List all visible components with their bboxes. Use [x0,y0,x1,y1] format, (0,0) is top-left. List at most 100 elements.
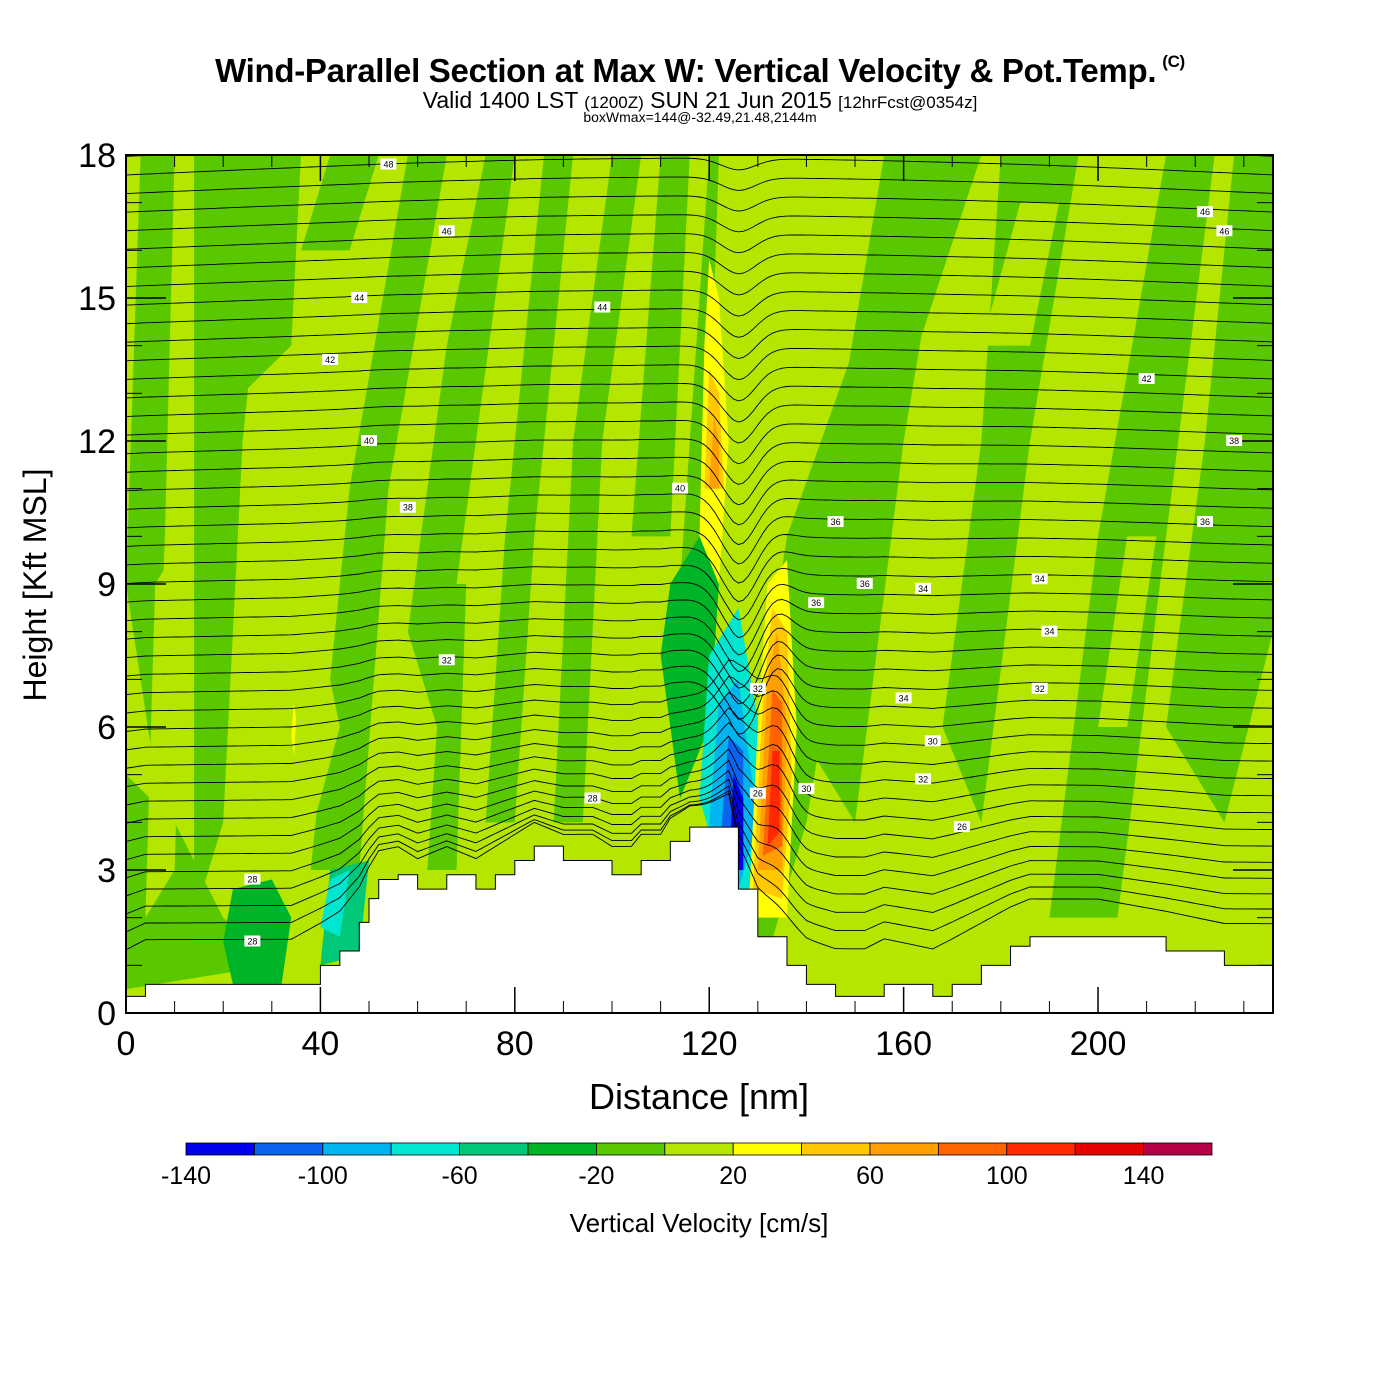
theta-label-box [361,435,378,446]
isentrope-20 [126,564,1273,621]
isentrope-28 [126,420,1273,465]
green-band-8 [553,155,642,823]
theta-label-box [1196,516,1213,528]
theta-label-box [924,735,941,747]
colorbar: -140 -100 -60 -20 20 60 100 140 [161,1142,1213,1190]
theta-label-text: 28 [588,794,598,804]
colorbar-swatch [459,1142,529,1156]
y-tick-label: 0 [97,995,116,1033]
isentrope-33 [126,326,1273,359]
theta-label-box [953,821,970,833]
theta-label-text: 36 [811,598,821,608]
theta-label-text: 32 [442,655,452,665]
green-band-3 [300,155,379,251]
isentrope-26 [126,456,1273,506]
colorbar-swatch [322,1142,392,1156]
theta-label: 30 [924,735,941,747]
plot-area [126,102,1273,1013]
colorbar-swatch [938,1142,1008,1156]
theta-label-box [438,225,455,237]
isentrope-37 [126,251,1273,275]
isentrope-22 [126,529,1273,584]
colorbar-swatch [527,1142,597,1156]
theta-label-box [380,158,397,170]
theta-label-box [1196,206,1213,218]
isentrope-25 [126,475,1273,526]
slope-downdraft [320,870,350,937]
colorbar-swatch [869,1142,939,1156]
colorbar-tick-label: -140 [161,1162,211,1190]
theta-label-text: 44 [597,303,607,313]
theta-label-box [1216,225,1233,237]
isentrope-14 [126,654,1273,720]
colorbar-swatch [253,1142,324,1156]
theta-label-box [351,292,368,303]
colorbar-swatch [732,1142,803,1156]
theta-label: 36 [1196,516,1213,528]
isentrope-8 [126,721,1273,806]
isentrope-39 [126,214,1273,233]
theta-label: 42 [1138,373,1155,385]
isentrope-3 [126,778,1273,897]
green-band-7 [485,155,574,823]
isentrope-9 [126,707,1273,788]
theta-label-box [1031,573,1048,585]
green-band-6 [427,584,467,870]
small-updraft [291,703,297,756]
theta-label: 32 [438,654,455,666]
theta-label-box [749,682,766,694]
theta-label-box [1041,625,1058,637]
theta-label: 44 [594,301,611,313]
theta-label: 30 [798,782,815,794]
theta-label-box [1226,435,1243,446]
theta-contours [126,102,1273,951]
x-tick-label: 40 [301,1025,339,1063]
chart-title-text: Wind-Parallel Section at Max W: Vertical… [215,52,1157,89]
theta-label: 36 [827,516,844,528]
isentrope-45 [126,102,1273,120]
theta-label-text: 32 [1035,684,1045,694]
theta-label-text: 30 [928,736,938,746]
theta-label: 28 [244,935,261,947]
theta-label-text: 42 [1142,374,1152,384]
isentrope-24 [126,493,1273,546]
theta-label-box [1031,682,1048,694]
theta-label-text: 34 [1044,627,1054,637]
theta-label-text: 36 [1200,517,1210,527]
y-tick-label: 9 [97,566,116,604]
theta-label: 26 [749,787,766,799]
isentrope-30 [126,382,1273,423]
isentrope-13 [126,668,1273,735]
theta-label: 32 [749,682,766,694]
colorbar-tick-label: 20 [719,1162,747,1190]
theta-label-text: 36 [831,517,841,527]
theta-label: 46 [438,225,455,237]
theta-label: 34 [895,692,912,704]
theta-label-text: 28 [247,937,257,947]
isentrope-42 [126,157,1273,176]
chart-subtitle: Valid 1400 LST (1200Z) SUN 21 Jun 2015 [… [0,87,1400,114]
isentrope-38 [126,233,1273,254]
theta-label: 26 [953,821,970,833]
colorbar-tick-label: 140 [1123,1162,1165,1190]
colorbar-swatch [664,1142,734,1156]
theta-label-box [1138,373,1155,385]
theta-label-text: 36 [860,579,870,589]
x-tick-label: 160 [875,1025,932,1063]
isentrope-41 [126,176,1273,195]
isentrope-1 [126,790,1273,933]
theta-label-text: 44 [354,293,364,303]
colorbar-tick-label: -60 [442,1162,478,1190]
theta-label: 28 [244,873,261,885]
y-tick-label: 12 [78,423,116,461]
theta-label-box [798,782,815,794]
isentrope-27 [126,438,1273,485]
colorbar-tick-label: 100 [986,1162,1028,1190]
theta-label-box [244,935,261,947]
valid-date: SUN 21 Jun 2015 [650,87,832,113]
isentrope-6 [126,748,1273,842]
isentrope-16 [126,627,1273,689]
theta-label: 34 [1041,625,1058,637]
